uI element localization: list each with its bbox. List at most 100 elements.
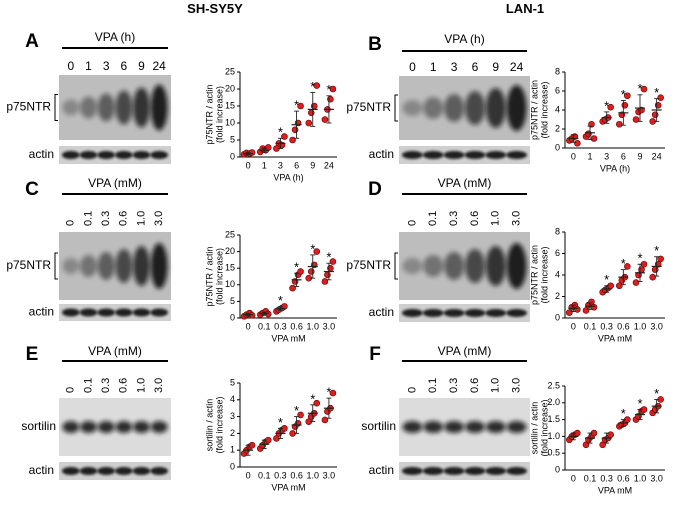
target-label: sortilin [361, 419, 396, 433]
actin-band [464, 467, 486, 475]
data-point [248, 312, 256, 319]
treatment-label: VPA (mM) [88, 176, 142, 190]
actin-band [79, 308, 98, 317]
actin-band [443, 467, 465, 475]
x-tick-label: 1.0 [634, 321, 647, 331]
actin-band [485, 151, 507, 159]
y-tick-label: 2.0 [547, 397, 560, 407]
actin-band [485, 467, 507, 475]
data-point [297, 102, 304, 110]
data-point [574, 139, 581, 147]
actin-background [59, 146, 171, 164]
actin-band [115, 308, 133, 317]
significance-marker: * [310, 79, 315, 94]
y-axis-label: p75NTR / actin [529, 245, 539, 305]
x-tick-label: 3.0 [650, 321, 663, 331]
panel-letter: E [26, 344, 39, 365]
y-axis-label: sortilin / actin [529, 402, 539, 455]
x-axis-label: VPA (h) [600, 163, 630, 173]
x-tick-label: 6 [621, 151, 626, 161]
significance-marker: * [654, 386, 659, 401]
band [133, 87, 150, 128]
significance-marker: * [654, 243, 659, 258]
actin-image [59, 146, 171, 164]
significance-marker: * [278, 293, 283, 308]
band [115, 249, 133, 283]
treatment-label: VPA (h) [444, 32, 484, 46]
y-tick-label: 0 [555, 464, 560, 474]
y-axis-label: (fold increase) [214, 248, 224, 305]
y-tick-label: 2 [555, 291, 560, 301]
actin-band [506, 151, 527, 159]
y-tick-label: 0 [555, 142, 560, 152]
band [464, 421, 485, 433]
x-tick-label: 0 [571, 151, 576, 161]
y-tick-label: 5 [230, 134, 235, 144]
lane-label: 0.3 [100, 378, 112, 393]
significance-marker: * [326, 385, 331, 400]
band [506, 85, 527, 131]
band [506, 243, 527, 289]
y-tick-label: 1.0 [547, 431, 560, 441]
x-tick-label: 3 [278, 160, 283, 170]
treatment-label: VPA (mM) [438, 344, 492, 358]
band [97, 93, 115, 122]
band [115, 90, 133, 125]
x-tick-label: 0.6 [290, 321, 303, 331]
y-tick-label: 3 [230, 411, 235, 421]
actin-band [115, 467, 133, 475]
x-tick-label: 0.6 [617, 473, 630, 483]
loading-label: actin [29, 463, 54, 477]
band [97, 421, 115, 433]
data-point [264, 144, 272, 151]
data-point [291, 126, 299, 134]
bracket [394, 94, 398, 122]
loading-label: actin [369, 147, 394, 161]
data-point [657, 94, 664, 101]
column-header: LAN-1 [506, 1, 544, 16]
x-tick-label: 3 [604, 151, 609, 161]
panel-letter: B [368, 34, 382, 55]
band [402, 258, 423, 274]
y-tick-label: 0.5 [547, 448, 560, 458]
lane-label: 9 [138, 59, 145, 73]
x-tick-label: 1 [587, 151, 592, 161]
bracket [394, 252, 398, 280]
band [62, 99, 80, 116]
significance-marker: * [326, 82, 331, 97]
x-tick-label: 0 [571, 321, 576, 331]
band [402, 421, 423, 433]
y-tick-label: 10 [225, 279, 235, 289]
data-point [313, 82, 321, 89]
band [402, 100, 423, 116]
band [150, 421, 168, 433]
significance-marker: * [294, 98, 299, 113]
significance-marker: * [310, 241, 315, 256]
actin-band [62, 467, 80, 475]
y-axis-label: (fold increase) [214, 396, 224, 453]
blot-image [59, 398, 171, 456]
band [80, 421, 97, 433]
panel-letter: F [369, 344, 381, 365]
data-point [305, 119, 313, 127]
y-tick-label: 2.5 [547, 380, 560, 390]
data-point [310, 102, 318, 110]
lane-label: 0 [409, 60, 416, 74]
y-tick-label: 20 [225, 246, 235, 256]
blot-image [399, 398, 530, 456]
x-axis-label: VPA mM [271, 482, 305, 492]
actin-band [150, 467, 169, 475]
actin-band [62, 151, 80, 159]
significance-marker: * [310, 391, 315, 406]
actin-band [115, 151, 133, 159]
lane-label: 1 [430, 60, 437, 74]
actin-band [402, 151, 423, 159]
band [97, 252, 115, 280]
significance-marker: * [604, 98, 609, 113]
lane-label: 1.0 [135, 211, 147, 226]
band [464, 91, 485, 125]
x-tick-label: 9 [310, 160, 315, 170]
data-point [624, 92, 631, 100]
band [444, 252, 465, 280]
band [423, 255, 444, 277]
